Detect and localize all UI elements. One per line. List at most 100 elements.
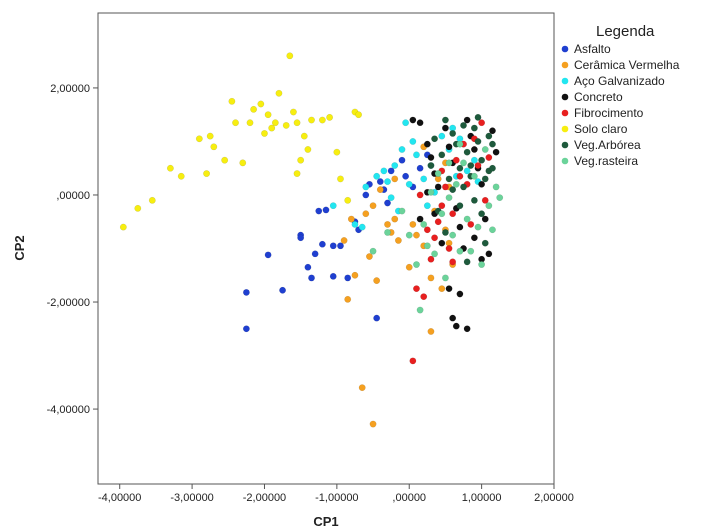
data-point-0 [318, 240, 326, 248]
data-point-6 [478, 156, 486, 164]
data-point-3 [463, 325, 471, 333]
data-point-0 [297, 234, 305, 242]
data-point-1 [369, 420, 377, 428]
data-point-3 [423, 140, 431, 148]
data-point-4 [449, 210, 457, 218]
data-point-0 [337, 242, 344, 250]
data-point-5 [318, 116, 326, 124]
data-point-5 [261, 130, 268, 137]
data-point-2 [420, 175, 428, 183]
data-point-4 [445, 245, 453, 252]
data-point-3 [427, 154, 435, 161]
data-point-1 [391, 215, 399, 223]
data-point-5 [268, 124, 276, 132]
data-point-7 [442, 274, 449, 282]
data-point-5 [246, 119, 254, 127]
data-point-6 [474, 138, 482, 145]
data-point-1 [358, 384, 366, 392]
data-point-7 [492, 183, 500, 191]
data-point-0 [384, 199, 391, 207]
data-point-6 [438, 151, 446, 159]
data-points [119, 52, 504, 428]
data-point-0 [329, 272, 337, 280]
data-point-7 [427, 188, 435, 196]
data-point-7 [445, 194, 453, 202]
data-point-2 [351, 221, 359, 228]
data-point-6 [460, 183, 467, 191]
data-point-6 [489, 140, 496, 148]
data-point-5 [271, 119, 279, 127]
data-point-3 [438, 239, 446, 247]
legend-marker [561, 125, 569, 133]
data-point-4 [438, 202, 446, 210]
data-point-2 [373, 172, 381, 180]
data-point-6 [474, 113, 482, 121]
data-point-1 [362, 210, 370, 218]
data-point-0 [264, 251, 272, 259]
data-point-0 [376, 178, 384, 185]
legend-marker [561, 61, 569, 69]
data-point-5 [308, 116, 315, 124]
data-point-7 [405, 231, 413, 239]
x-tick-label: ,00000 [392, 492, 426, 504]
data-point-5 [166, 164, 174, 172]
legend-title: Legenda [596, 23, 655, 40]
data-point-7 [481, 146, 489, 153]
data-point-7 [384, 229, 391, 236]
data-point-1 [391, 175, 399, 183]
data-point-5 [293, 170, 301, 177]
legend-marker [561, 93, 569, 101]
data-point-5 [250, 105, 258, 113]
data-point-3 [492, 148, 500, 156]
data-point-6 [463, 258, 471, 266]
data-point-0 [329, 242, 337, 250]
data-point-3 [449, 314, 457, 322]
data-point-5 [148, 196, 156, 204]
data-point-2 [409, 138, 417, 145]
data-point-2 [413, 151, 420, 159]
data-point-3 [452, 322, 460, 330]
data-point-7 [496, 194, 504, 202]
data-point-6 [481, 239, 489, 247]
data-point-6 [467, 162, 475, 169]
data-point-5 [239, 159, 247, 167]
data-point-4 [434, 218, 442, 226]
data-point-0 [398, 156, 406, 164]
data-point-1 [413, 231, 420, 239]
legend-label: Solo claro [574, 122, 628, 136]
data-point-7 [478, 261, 486, 268]
data-point-0 [402, 172, 410, 180]
data-point-5 [232, 119, 239, 127]
data-point-5 [257, 100, 265, 108]
data-point-2 [380, 167, 388, 175]
data-point-6 [478, 210, 486, 218]
data-point-7 [460, 159, 467, 167]
data-point-1 [405, 263, 413, 271]
data-point-5 [195, 135, 203, 143]
data-point-6 [470, 196, 478, 204]
data-point-5 [221, 156, 229, 164]
data-point-5 [297, 156, 305, 164]
data-point-1 [373, 277, 381, 285]
x-tick-label: 1,00000 [462, 492, 502, 504]
data-point-3 [481, 215, 489, 223]
data-point-1 [427, 274, 435, 282]
data-point-6 [460, 121, 467, 129]
data-point-5 [264, 111, 272, 119]
data-point-0 [311, 250, 319, 258]
legend-label: Cerâmica Vermelha [574, 58, 680, 72]
data-point-3 [478, 180, 486, 188]
data-point-7 [489, 226, 496, 234]
data-point-4 [409, 357, 417, 365]
y-tick-label: -2,00000 [47, 297, 90, 309]
data-point-4 [420, 293, 428, 301]
data-point-4 [474, 162, 482, 169]
data-point-0 [362, 191, 370, 199]
data-point-1 [376, 186, 384, 194]
data-point-6 [456, 202, 464, 210]
data-point-4 [442, 183, 449, 191]
data-point-6 [456, 164, 464, 172]
data-point-5 [290, 108, 297, 116]
data-point-2 [358, 223, 366, 231]
data-point-7 [438, 210, 446, 218]
